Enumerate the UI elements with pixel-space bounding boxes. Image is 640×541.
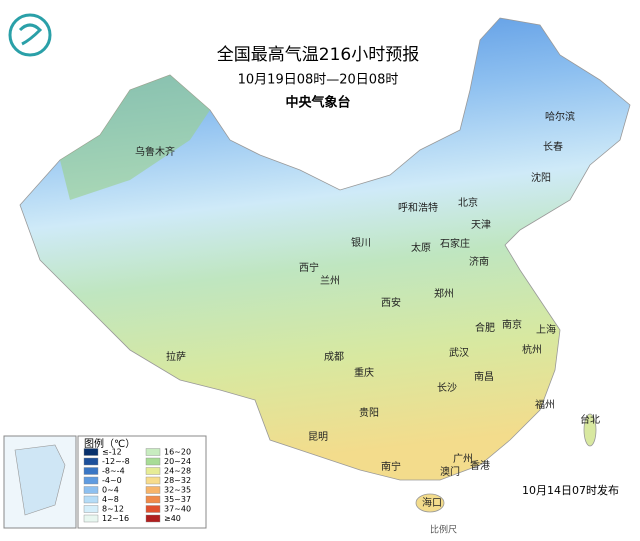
city-label: 重庆 bbox=[354, 366, 374, 379]
legend-label: 28~32 bbox=[164, 476, 191, 485]
legend-swatch bbox=[145, 505, 161, 513]
city-label: 北京 bbox=[458, 196, 478, 209]
legend-swatch bbox=[83, 476, 99, 485]
legend-swatch bbox=[83, 467, 99, 475]
city-label: 济南 bbox=[469, 255, 489, 268]
city-label: 杭州 bbox=[522, 343, 542, 356]
city-label: 海口 bbox=[422, 496, 442, 509]
city-label: 武汉 bbox=[449, 346, 469, 359]
scale: 比例尺 bbox=[430, 524, 457, 536]
city-label: 太原 bbox=[411, 241, 431, 254]
legend-label: 4~8 bbox=[102, 495, 119, 504]
city-label: 石家庄 bbox=[440, 237, 470, 250]
city-label: 长春 bbox=[543, 141, 563, 153]
city-label: 天津 bbox=[471, 219, 491, 231]
city-label: 福州 bbox=[535, 398, 555, 411]
city-label: 长沙 bbox=[437, 382, 457, 394]
city-label: 南京 bbox=[502, 318, 522, 331]
city-label: 南宁 bbox=[381, 460, 401, 473]
legend-label: -12~-8 bbox=[102, 457, 130, 466]
city-label: 西宁 bbox=[299, 261, 319, 274]
legend-label: 37~40 bbox=[164, 505, 191, 514]
legend-swatch bbox=[83, 495, 99, 504]
city-label: 乌鲁木齐 bbox=[135, 145, 175, 158]
legend-swatch bbox=[145, 514, 161, 523]
legend-label: 12~16 bbox=[102, 514, 129, 523]
legend-swatch bbox=[83, 448, 99, 456]
logo-mark bbox=[18, 23, 43, 46]
legend-swatch bbox=[145, 467, 161, 475]
legend-title: 图例（℃） bbox=[84, 437, 135, 450]
legend-label: 20~24 bbox=[164, 457, 191, 466]
city-label: 银川 bbox=[351, 236, 371, 249]
title: 全国最高气温216小时预报 bbox=[217, 45, 419, 65]
legend-label: ≤-12 bbox=[102, 448, 122, 457]
legend-label: 0~4 bbox=[102, 486, 119, 495]
legend-swatch bbox=[145, 486, 161, 494]
legend-swatch bbox=[145, 495, 161, 504]
city-label: 南昌 bbox=[474, 370, 494, 383]
logo bbox=[8, 13, 52, 57]
legend-swatch bbox=[145, 457, 161, 466]
legend-swatch bbox=[145, 448, 161, 456]
legend-label: -8~-4 bbox=[102, 467, 125, 476]
city-label: 台北 bbox=[580, 413, 600, 426]
legend-label: 24~28 bbox=[164, 467, 191, 476]
legend-swatch bbox=[83, 505, 99, 513]
legend-label: -4~0 bbox=[102, 476, 122, 485]
city-label: 贵阳 bbox=[359, 406, 379, 419]
legend-label: 35~37 bbox=[164, 495, 191, 504]
city-label: 哈尔滨 bbox=[545, 110, 575, 123]
subtitle: 10月19日08时—20日08时 bbox=[238, 73, 399, 88]
city-label: 西安 bbox=[381, 296, 401, 309]
city-label: 上海 bbox=[536, 323, 556, 336]
city-label: 拉萨 bbox=[166, 350, 186, 363]
legend-swatch bbox=[145, 476, 161, 485]
legend-label: ≥40 bbox=[164, 514, 181, 523]
legend-swatch bbox=[83, 457, 99, 466]
legend-swatch bbox=[83, 486, 99, 494]
city-label: 合肥 bbox=[475, 321, 495, 334]
legend-label: 8~12 bbox=[102, 505, 124, 514]
hainan bbox=[415, 493, 445, 513]
city-label: 沈阳 bbox=[531, 171, 551, 184]
legend-label: 16~20 bbox=[164, 448, 191, 457]
release: 10月14日07时发布 bbox=[522, 483, 619, 497]
legend-swatch bbox=[83, 514, 99, 523]
legend-box bbox=[77, 435, 207, 529]
city-label: 呼和浩特 bbox=[398, 202, 438, 214]
city-label: 兰州 bbox=[320, 274, 340, 287]
city-label: 郑州 bbox=[434, 287, 454, 300]
legend: ≤-12-12~-8-8~-4-4~00~44~88~1212~1616~202… bbox=[83, 448, 191, 523]
inset-shape bbox=[14, 444, 66, 516]
city-label: 香港 bbox=[470, 460, 490, 472]
city-label: 广州 bbox=[453, 453, 473, 465]
taiwan bbox=[583, 413, 597, 447]
legend-label: 32~35 bbox=[164, 486, 191, 495]
city-label: 澳门 bbox=[440, 465, 460, 478]
city-label: 昆明 bbox=[308, 431, 328, 443]
source: 中央气象台 bbox=[285, 95, 350, 111]
city-label: 成都 bbox=[324, 351, 344, 363]
xinjiang-zone bbox=[60, 75, 210, 200]
